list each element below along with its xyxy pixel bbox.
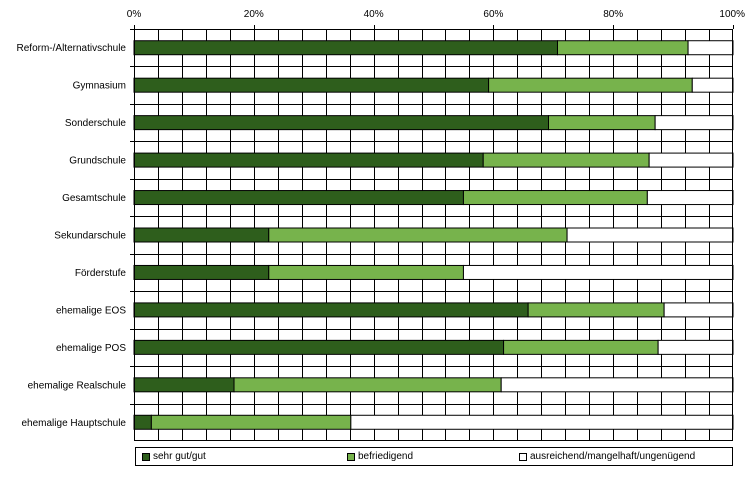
bar-segment [488, 77, 693, 93]
legend-swatch-ausreichend [519, 452, 527, 461]
category-label: ehemalige Realschule [28, 380, 127, 391]
bar-segment [133, 377, 235, 393]
x-tick-label: 60% [483, 9, 503, 20]
legend-item-ausreichend: ausreichend/mangelhaft/ungenügend [519, 451, 695, 462]
plot-border [134, 29, 733, 441]
bar-segment [133, 77, 490, 93]
category-label: Grundschule [69, 156, 126, 167]
category-label: Gymnasium [73, 81, 126, 92]
bar-segment [133, 414, 152, 430]
bar-segment [133, 227, 270, 243]
legend-swatch-sehr-gut [142, 452, 150, 461]
legend-item-befriedigend: befriedigend [347, 451, 413, 462]
bar-segment [663, 302, 734, 318]
bar-segment [500, 377, 734, 393]
bar-segment [482, 152, 650, 168]
bar-segment [133, 115, 550, 131]
bar-segment [268, 227, 568, 243]
legend-label-sehr-gut: sehr gut/gut [153, 451, 206, 462]
bar-segment [462, 190, 648, 206]
bar-segment [133, 40, 558, 56]
bar-segment [646, 190, 734, 206]
x-tick-label: 40% [364, 9, 384, 20]
legend-item-sehr-gut: sehr gut/gut [142, 451, 206, 462]
x-tick-label: 20% [244, 9, 264, 20]
bar-segment [133, 152, 484, 168]
category-label: Sonderschule [65, 118, 127, 129]
category-label: Gesamtschule [62, 193, 126, 204]
category-label: ehemalige POS [56, 343, 126, 354]
bar-segment [133, 264, 270, 280]
legend-label-ausreichend: ausreichend/mangelhaft/ungenügend [530, 451, 696, 462]
category-label: Sekundarschule [54, 231, 126, 242]
bar-segment [133, 302, 529, 318]
category-label: ehemalige Hauptschule [21, 418, 126, 429]
x-tick-label: 100% [719, 9, 745, 20]
legend-label-befriedigend: befriedigend [358, 451, 414, 462]
bar-segment [350, 414, 734, 430]
bar-segment [556, 40, 689, 56]
x-tick-label: 80% [603, 9, 623, 20]
bar-segment [548, 115, 656, 131]
legend-swatch-befriedigend [347, 452, 355, 461]
category-label: ehemalige EOS [56, 305, 126, 316]
bar-segment [462, 264, 734, 280]
bar-segment [566, 227, 734, 243]
category-label: Förderstufe [75, 268, 127, 279]
bar-segment [503, 339, 659, 355]
bar-segment [648, 152, 734, 168]
category-label: Reform-/Alternativschule [17, 43, 127, 54]
legend: sehr gut/gut befriedigend ausreichend/ma… [135, 447, 733, 466]
bar-segment [657, 339, 734, 355]
bar-segment [133, 339, 505, 355]
bar-segment [691, 77, 734, 93]
bar-segment [150, 414, 352, 430]
bar-segment [133, 190, 464, 206]
bar-segment [654, 115, 734, 131]
bar-segment [527, 302, 665, 318]
x-tick-label: 0% [127, 9, 142, 20]
bar-segment [233, 377, 502, 393]
bar-segment [687, 40, 734, 56]
bar-segment [268, 264, 464, 280]
